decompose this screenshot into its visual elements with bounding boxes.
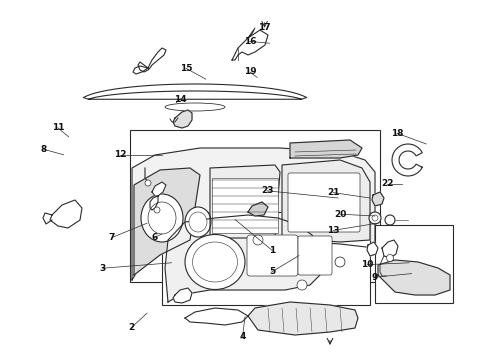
Polygon shape <box>392 144 422 176</box>
Polygon shape <box>210 165 280 238</box>
FancyBboxPatch shape <box>247 235 298 276</box>
Polygon shape <box>232 30 268 60</box>
Polygon shape <box>165 215 320 302</box>
Polygon shape <box>282 160 370 242</box>
Text: 20: 20 <box>334 210 347 219</box>
Text: 12: 12 <box>114 150 126 159</box>
Text: 17: 17 <box>258 22 271 31</box>
Text: 6: 6 <box>151 233 157 242</box>
Text: 15: 15 <box>180 64 193 73</box>
Text: 7: 7 <box>108 233 115 242</box>
Text: 13: 13 <box>327 226 340 235</box>
Text: 1: 1 <box>269 246 275 255</box>
Text: 22: 22 <box>381 179 393 188</box>
Polygon shape <box>50 200 82 228</box>
Polygon shape <box>134 168 200 275</box>
Polygon shape <box>173 288 192 303</box>
Circle shape <box>387 255 393 261</box>
Polygon shape <box>367 242 378 256</box>
Circle shape <box>335 257 345 267</box>
Polygon shape <box>382 240 398 258</box>
Text: 11: 11 <box>51 123 64 132</box>
Ellipse shape <box>189 212 207 232</box>
Bar <box>162 212 370 305</box>
Text: 8: 8 <box>41 145 47 154</box>
Text: 5: 5 <box>269 267 275 276</box>
Polygon shape <box>290 140 362 158</box>
Polygon shape <box>138 48 166 72</box>
Circle shape <box>253 235 263 245</box>
Text: 10: 10 <box>361 260 374 269</box>
Text: 14: 14 <box>174 94 187 104</box>
Circle shape <box>369 212 381 224</box>
Polygon shape <box>372 192 384 206</box>
Text: 16: 16 <box>244 37 256 46</box>
Text: 23: 23 <box>261 186 273 195</box>
Text: 4: 4 <box>239 332 246 341</box>
Text: 19: 19 <box>244 68 256 77</box>
Circle shape <box>297 280 307 290</box>
FancyBboxPatch shape <box>288 173 360 232</box>
FancyBboxPatch shape <box>298 236 332 275</box>
Circle shape <box>385 215 395 225</box>
Bar <box>375 225 453 303</box>
Circle shape <box>145 180 151 186</box>
Polygon shape <box>185 308 248 325</box>
Circle shape <box>372 215 378 221</box>
Ellipse shape <box>193 242 238 282</box>
Text: 9: 9 <box>371 273 378 282</box>
Polygon shape <box>378 260 450 295</box>
Ellipse shape <box>141 194 183 242</box>
Polygon shape <box>215 255 230 280</box>
Text: 3: 3 <box>100 264 106 273</box>
Ellipse shape <box>185 207 211 237</box>
Bar <box>130 130 380 282</box>
Ellipse shape <box>185 234 245 289</box>
Polygon shape <box>248 302 358 335</box>
Polygon shape <box>248 202 268 216</box>
Text: 2: 2 <box>128 323 134 332</box>
Polygon shape <box>152 182 166 196</box>
Polygon shape <box>173 110 192 128</box>
Text: 18: 18 <box>391 129 403 138</box>
Polygon shape <box>84 84 306 99</box>
Bar <box>212 178 278 233</box>
Ellipse shape <box>148 202 176 234</box>
Circle shape <box>154 207 160 213</box>
Polygon shape <box>132 148 375 280</box>
Ellipse shape <box>165 103 225 111</box>
Text: 21: 21 <box>327 188 340 197</box>
